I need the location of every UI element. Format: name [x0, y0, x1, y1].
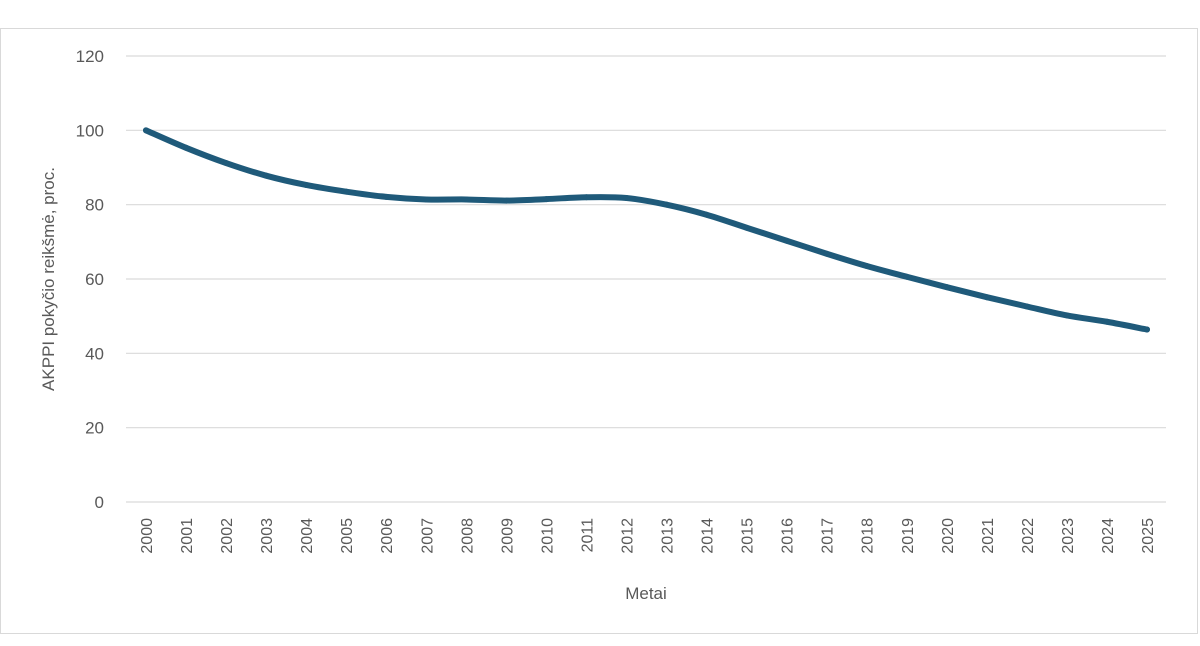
x-tick-label: 2020 [940, 518, 957, 554]
series-line-0 [143, 127, 1150, 333]
y-tick-label: 20 [85, 419, 104, 438]
y-axis-title: AKPPI pokyčio reikšmė, proc. [39, 167, 58, 391]
x-tick-label: 2004 [299, 518, 316, 554]
data-point-2008 [463, 196, 470, 203]
x-tick-label: 2017 [820, 518, 837, 554]
x-tick-label: 2005 [339, 518, 356, 554]
x-tick-label: 2007 [419, 518, 436, 554]
y-tick-label: 100 [76, 121, 104, 140]
gridlines [126, 55, 1166, 503]
x-tick-label: 2002 [219, 518, 236, 554]
data-point-2020 [943, 284, 950, 291]
x-tick-label: 2011 [579, 518, 596, 553]
x-tick-label: 2018 [860, 518, 877, 554]
x-tick-label: 2019 [900, 518, 917, 554]
x-tick-label: 2014 [700, 518, 717, 554]
data-point-2025 [1144, 326, 1150, 333]
data-point-2000 [143, 127, 149, 134]
x-tick-label: 2025 [1140, 518, 1157, 554]
data-point-2018 [863, 262, 870, 269]
data-point-2011 [583, 194, 590, 201]
x-tick-label: 2003 [259, 518, 276, 554]
data-point-2001 [183, 144, 190, 151]
data-point-2012 [623, 194, 630, 201]
y-tick-label: 80 [85, 196, 104, 215]
x-tick-label: 2000 [139, 518, 156, 554]
data-point-2007 [423, 196, 430, 203]
data-point-2003 [263, 172, 270, 179]
y-tick-label: 40 [85, 344, 104, 363]
x-tick-label: 2024 [1100, 518, 1117, 554]
y-tick-label: 0 [95, 493, 104, 512]
x-tick-label: 2015 [740, 518, 757, 554]
series-layer [143, 127, 1150, 333]
x-tick-label: 2023 [1060, 518, 1077, 554]
data-point-2014 [703, 211, 710, 218]
data-point-2016 [783, 237, 790, 244]
y-tick-label: 120 [76, 47, 104, 66]
data-point-2024 [1103, 318, 1110, 325]
data-point-2022 [1023, 303, 1030, 310]
x-tick-label: 2008 [459, 518, 476, 554]
y-axis-ticks: 0 20 40 60 80 100 120 [76, 47, 104, 512]
x-tick-label: 2016 [780, 518, 797, 554]
data-point-2006 [383, 193, 390, 200]
x-tick-label: 2013 [660, 518, 677, 554]
data-point-2005 [343, 188, 350, 195]
data-point-2021 [983, 294, 990, 301]
data-point-2023 [1063, 312, 1070, 319]
x-tick-label: 2009 [499, 518, 516, 554]
data-point-2017 [823, 250, 830, 257]
data-point-2013 [663, 201, 670, 208]
data-point-2019 [903, 273, 910, 280]
x-tick-label: 2021 [980, 518, 997, 554]
x-tick-label: 2012 [619, 518, 636, 554]
x-axis-title: Metai [625, 584, 667, 603]
data-point-2009 [503, 197, 510, 204]
x-tick-label: 2022 [1020, 518, 1037, 554]
data-point-2004 [303, 181, 310, 188]
data-point-2015 [743, 224, 750, 231]
data-point-2002 [223, 160, 230, 167]
x-tick-label: 2006 [379, 518, 396, 554]
y-tick-label: 60 [85, 270, 104, 289]
x-tick-label: 2001 [179, 518, 196, 554]
x-axis-ticks: 2000 2001 2002 2003 2004 2005 2006 2007 2008 2009… [139, 518, 1157, 554]
chart-frame [0, 28, 1198, 634]
data-point-2010 [543, 196, 550, 203]
x-tick-label: 2010 [539, 518, 556, 554]
